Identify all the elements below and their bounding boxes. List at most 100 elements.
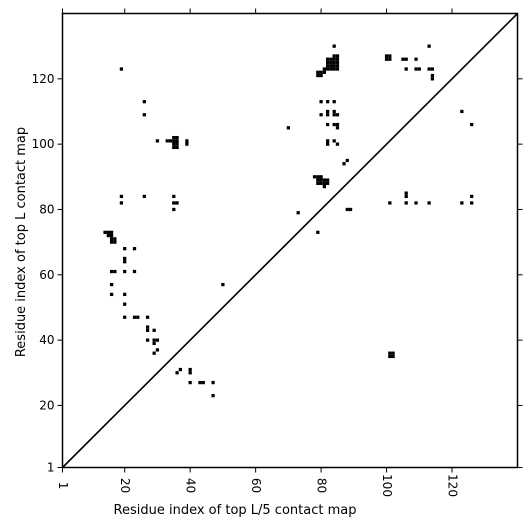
contact-point-upper <box>460 109 464 114</box>
contact-point-upper <box>430 77 435 81</box>
y-tick-label: 120 <box>32 72 55 86</box>
contact-point-lower <box>188 371 192 375</box>
x-axis-title: Residue index of top L/5 contact map <box>114 503 357 518</box>
contact-point-upper <box>286 126 290 130</box>
y-tick-label: 100 <box>32 137 55 151</box>
contact-point-upper <box>326 64 330 68</box>
contact-point-lower <box>123 256 127 261</box>
contact-point-upper <box>329 64 333 68</box>
contact-point-upper <box>332 100 336 104</box>
contact-point-upper <box>142 113 146 117</box>
contact-point-upper <box>319 181 323 185</box>
contact-point-upper <box>319 178 323 182</box>
contact-point-upper <box>175 139 179 143</box>
contact-point-upper <box>335 54 340 58</box>
contact-point-lower <box>132 269 137 274</box>
contact-point-upper <box>175 145 179 150</box>
contact-point-upper <box>335 122 340 127</box>
contact-point-lower <box>113 240 117 244</box>
contact-point-lower <box>113 269 117 274</box>
contact-point-upper <box>470 122 474 127</box>
contact-point-upper <box>119 67 124 71</box>
contact-point-lower <box>152 341 156 346</box>
contact-point-upper <box>335 142 340 146</box>
contact-point-upper <box>326 181 330 185</box>
contact-point-upper <box>345 207 349 212</box>
contact-point-upper <box>172 207 176 212</box>
contact-point-upper <box>168 139 173 143</box>
contact-point-upper <box>142 194 146 199</box>
contact-point-upper <box>326 100 330 104</box>
x-tick-label: 80 <box>315 478 329 493</box>
contact-point-upper <box>326 57 330 61</box>
contact-point-upper <box>165 139 169 143</box>
contact-point-upper <box>404 201 408 205</box>
contact-point-lower <box>145 325 150 329</box>
contact-point-upper <box>329 67 333 71</box>
contact-point-lower <box>109 269 114 274</box>
contact-point-upper <box>322 70 326 74</box>
contact-point-upper <box>119 201 124 205</box>
contact-point-upper <box>316 178 320 182</box>
contact-point-upper <box>345 158 349 163</box>
contact-point-upper <box>332 44 336 48</box>
contact-point-lower <box>103 230 107 234</box>
contact-point-upper <box>470 194 474 199</box>
contact-point-lower <box>152 351 156 355</box>
contact-point-lower <box>113 237 117 241</box>
contact-point-lower <box>109 237 114 241</box>
contact-point-upper <box>335 126 340 130</box>
contact-point-upper <box>175 201 179 205</box>
contact-point-upper <box>326 109 330 114</box>
contact-point-upper <box>319 175 323 179</box>
contact-point-lower <box>211 394 215 398</box>
contact-points <box>103 44 474 398</box>
contact-point-lower <box>145 338 150 342</box>
contact-point-upper <box>332 113 336 117</box>
contact-point-upper <box>316 73 320 78</box>
contact-point-lower <box>188 380 192 385</box>
contact-point-upper <box>172 135 176 140</box>
contact-point-upper <box>316 230 320 234</box>
contact-point-upper <box>326 122 330 127</box>
x-tick-label: 40 <box>184 478 198 493</box>
contact-point-upper <box>388 57 392 61</box>
contact-point-lower <box>109 230 114 234</box>
contact-point-upper <box>326 67 330 71</box>
contact-point-upper <box>155 139 160 143</box>
contact-point-upper <box>332 54 336 58</box>
contact-point-upper <box>332 57 336 61</box>
contact-point-lower <box>123 247 127 251</box>
contact-point-lower <box>123 260 127 264</box>
contact-point-upper <box>185 139 189 143</box>
contact-point-upper <box>175 142 179 146</box>
contact-point-upper <box>384 57 389 61</box>
contact-point-upper <box>326 178 330 182</box>
contact-point-upper <box>427 67 431 71</box>
contact-point-upper <box>329 57 333 61</box>
contact-point-lower <box>198 380 202 385</box>
contact-point-upper <box>332 139 336 143</box>
contact-point-upper <box>404 191 408 195</box>
contact-point-lower <box>123 315 127 319</box>
contact-point-upper <box>384 54 389 58</box>
contact-point-lower <box>109 292 114 297</box>
contact-point-upper <box>332 109 336 114</box>
contact-point-lower <box>388 351 392 355</box>
diagonal-line <box>61 12 519 469</box>
contact-point-upper <box>329 60 333 65</box>
contact-point-upper <box>332 122 336 127</box>
contact-point-upper <box>470 201 474 205</box>
contact-point-upper <box>348 207 353 212</box>
contact-point-upper <box>326 142 330 146</box>
contact-point-upper <box>296 211 300 215</box>
contact-point-upper <box>414 201 418 205</box>
contact-point-lower <box>123 269 127 274</box>
contact-point-upper <box>401 57 405 61</box>
contact-point-upper <box>322 181 326 185</box>
contact-point-lower <box>145 315 150 319</box>
contact-point-upper <box>335 64 340 68</box>
contact-point-lower <box>391 351 395 355</box>
